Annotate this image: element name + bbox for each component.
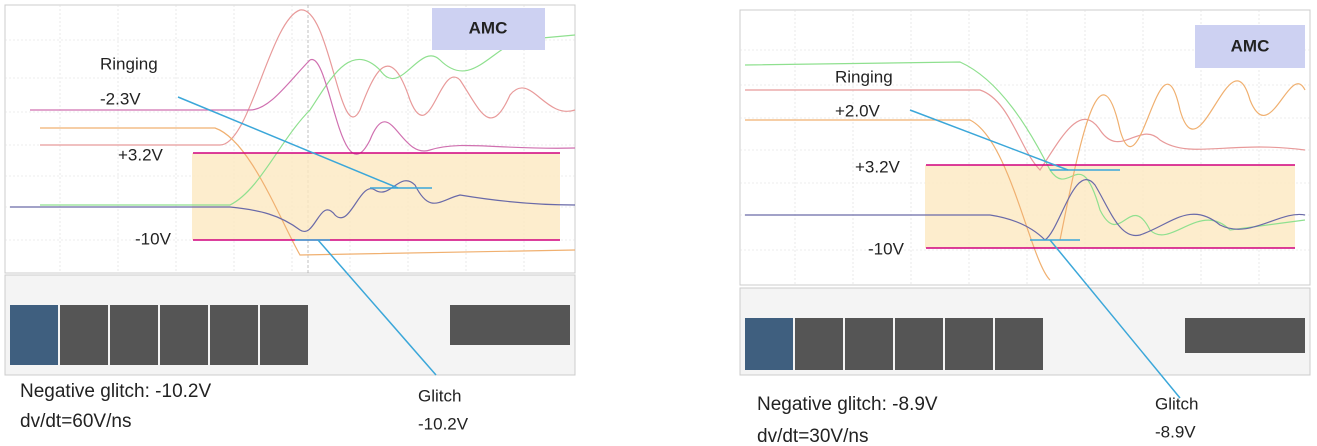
glitch-value: -8.9V (1155, 422, 1196, 441)
scope-screen (5, 5, 575, 375)
glitch-label: Glitch (418, 386, 461, 405)
caption: dv/dt=30V/ns (757, 426, 868, 446)
channel-box (945, 318, 993, 370)
channel-box (110, 305, 158, 365)
timebase-box (450, 305, 570, 345)
ringing-label: Ringing (835, 67, 893, 86)
channel-box (745, 318, 793, 370)
channel-box (60, 305, 108, 365)
channel-box (210, 305, 258, 365)
glitch-value: -10.2V (418, 414, 469, 433)
threshold-band (925, 165, 1295, 248)
slide: AMC Ringing -2.3V +3.2V -10V Glitch -10.… (0, 0, 1317, 446)
ringing-value: +2.0V (835, 101, 881, 120)
channel-box (795, 318, 843, 370)
channel-box (260, 305, 308, 365)
channel-box (160, 305, 208, 365)
badge: AMC (469, 18, 508, 37)
threshold-band (192, 153, 560, 240)
channel-box (845, 318, 893, 370)
upper-threshold: +3.2V (118, 145, 164, 164)
glitch-label: Glitch (1155, 394, 1198, 413)
caption: Negative glitch: -10.2V (20, 381, 211, 402)
lower-threshold: -10V (868, 239, 905, 258)
caption: Negative glitch: -8.9V (757, 394, 938, 415)
lower-threshold: -10V (135, 229, 172, 248)
channel-box (895, 318, 943, 370)
badge: AMC (1231, 36, 1270, 55)
ringing-label: Ringing (100, 54, 158, 73)
channel-box (10, 305, 58, 365)
caption: dv/dt=60V/ns (20, 411, 131, 432)
upper-threshold: +3.2V (855, 157, 901, 176)
ringing-value: -2.3V (100, 89, 141, 108)
timebase-box (1185, 318, 1305, 353)
channel-box (995, 318, 1043, 370)
